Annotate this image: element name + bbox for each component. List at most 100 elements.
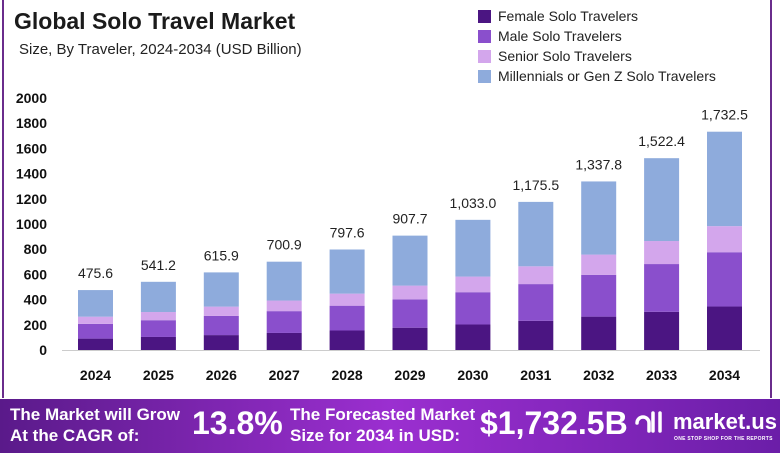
- chart-title: Global Solo Travel Market: [14, 8, 296, 34]
- bar-segment: [581, 316, 617, 350]
- bar-segment: [329, 293, 365, 306]
- bar-segment: [707, 131, 742, 227]
- legend-label: Millennials or Gen Z Solo Travelers: [498, 68, 716, 84]
- bar-segment: [78, 290, 113, 317]
- bar-segment: [392, 299, 428, 328]
- y-tick-label: 800: [24, 241, 48, 257]
- bar-segment: [392, 327, 428, 350]
- legend-swatch: [478, 29, 491, 43]
- bar-segment: [266, 261, 302, 301]
- bar-segment: [644, 241, 680, 265]
- bar-segment: [392, 235, 428, 286]
- bar-segment: [707, 252, 742, 307]
- bar-segment: [518, 266, 554, 285]
- bar-segment: [329, 305, 365, 331]
- x-tick-label: 2025: [143, 367, 174, 383]
- legend-item-male: Male Solo Travelers: [478, 26, 716, 46]
- bar-segment: [581, 181, 617, 255]
- y-tick-label: 1000: [16, 216, 47, 232]
- bar-segment: [203, 272, 239, 307]
- legend-label: Senior Solo Travelers: [498, 48, 632, 64]
- bar-segment: [581, 274, 617, 317]
- legend-label: Male Solo Travelers: [498, 28, 622, 44]
- bar-total-label: 615.9: [204, 247, 239, 263]
- bar-segment: [455, 324, 491, 350]
- x-tick-label: 2029: [394, 367, 425, 383]
- bar-segment: [644, 264, 680, 312]
- bar-segment: [455, 292, 491, 325]
- bar-total-label: 1,337.8: [575, 156, 622, 172]
- logo-icon: [635, 411, 662, 433]
- brand-name: market.us: [673, 409, 777, 434]
- bar-total-label: 797.6: [330, 225, 365, 241]
- legend-item-millennials: Millennials or Gen Z Solo Travelers: [478, 66, 716, 86]
- y-tick-label: 1600: [16, 140, 47, 156]
- bar-segment: [78, 338, 113, 350]
- x-tick-label: 2028: [332, 367, 363, 383]
- y-tick-label: 1800: [16, 115, 47, 131]
- legend-item-senior: Senior Solo Travelers: [478, 46, 716, 66]
- x-tick-label: 2034: [709, 367, 740, 383]
- bar-total-label: 907.7: [392, 211, 427, 227]
- bar-total-label: 541.2: [141, 257, 176, 273]
- x-tick-label: 2033: [646, 367, 677, 383]
- brand-logo: market.us: [633, 409, 777, 435]
- x-tick-label: 2027: [269, 367, 300, 383]
- y-tick-label: 600: [24, 266, 48, 282]
- forecast-value: $1,732.5B: [480, 405, 628, 441]
- bar-segment: [392, 285, 428, 300]
- bar-segment: [266, 311, 302, 333]
- x-tick-label: 2031: [520, 367, 551, 383]
- bar-segment: [644, 311, 680, 350]
- x-tick-label: 2024: [80, 367, 111, 383]
- bar-total-label: 1,175.5: [512, 177, 559, 193]
- brand-tagline: ONE STOP SHOP FOR THE REPORTS: [674, 436, 773, 442]
- y-tick-label: 0: [39, 342, 47, 358]
- forecast-label: The Forecasted Market Size for 2034 in US…: [290, 405, 476, 445]
- chart-subtitle: Size, By Traveler, 2024-2034 (USD Billio…: [19, 41, 302, 58]
- bar-segment: [518, 201, 554, 267]
- legend-swatch: [478, 9, 491, 23]
- y-tick-label: 200: [24, 317, 48, 333]
- bar-segment: [266, 300, 302, 312]
- bar-total-label: 1,522.4: [638, 133, 685, 149]
- legend: Female Solo Travelers Male Solo Traveler…: [478, 6, 716, 86]
- bar-total-label: 1,033.0: [450, 195, 497, 211]
- footer-banner: The Market will Grow At the CAGR of: 13.8…: [0, 399, 780, 453]
- bar-segment: [140, 281, 176, 313]
- x-tick-label: 2030: [457, 367, 488, 383]
- y-tick-label: 400: [24, 292, 48, 308]
- y-tick-label: 1400: [16, 166, 47, 182]
- bar-segment: [203, 306, 239, 316]
- legend-item-female: Female Solo Travelers: [478, 6, 716, 26]
- bar-total-label: 475.6: [78, 265, 113, 281]
- chart-plot: 0 200 400 600 800 1000 1200 1400 1600 1800 2000 475…: [16, 90, 760, 383]
- cagr-label: The Market will Grow At the CAGR of:: [10, 405, 181, 445]
- bar-segment: [581, 254, 617, 275]
- x-tick-label: 2026: [206, 367, 237, 383]
- y-tick-label: 1200: [16, 191, 47, 207]
- bar-segment: [78, 323, 113, 339]
- bar-segment: [455, 219, 491, 277]
- legend-swatch: [478, 69, 491, 83]
- bar-segment: [707, 226, 742, 253]
- x-tick-label: 2032: [583, 367, 614, 383]
- bar-segment: [78, 316, 113, 324]
- bar-segment: [203, 315, 239, 336]
- bar-segment: [329, 249, 365, 294]
- bar-segment: [140, 320, 176, 337]
- bar-segment: [518, 320, 554, 350]
- bar-segment: [140, 312, 176, 321]
- legend-swatch: [478, 49, 491, 63]
- legend-label: Female Solo Travelers: [498, 8, 639, 24]
- bar-total-label: 1,732.5: [701, 107, 748, 123]
- cagr-value: 13.8%: [192, 405, 283, 441]
- bar-segment: [707, 306, 742, 350]
- bar-segment: [266, 332, 302, 350]
- bar-segment: [203, 335, 239, 350]
- bar-segment: [518, 284, 554, 321]
- bar-segment: [455, 276, 491, 293]
- chart-frame: [2, 0, 772, 398]
- bar-segment: [140, 336, 176, 350]
- bar-total-label: 700.9: [267, 237, 302, 253]
